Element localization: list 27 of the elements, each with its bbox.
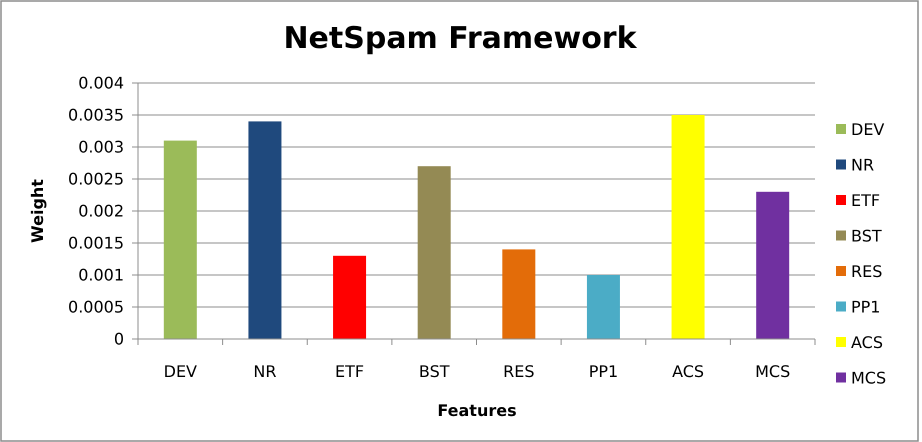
x-tick-label: ACS	[672, 362, 704, 381]
y-tick-label: 0.0025	[68, 170, 124, 189]
y-tick-label: 0	[114, 330, 124, 349]
y-tick-label: 0.0035	[68, 106, 124, 125]
legend-label: DEV	[851, 120, 884, 139]
x-tick-label: NR	[253, 362, 276, 381]
x-tick-label: ETF	[335, 362, 364, 381]
y-tick-label: 0.0005	[68, 298, 124, 317]
x-axis-title: Features	[437, 401, 517, 420]
y-tick-label: 0.002	[78, 202, 124, 221]
x-tick-label: PP1	[588, 362, 618, 381]
x-tick-label: DEV	[164, 362, 198, 381]
legend-label: ACS	[851, 333, 883, 352]
y-axis-title: Weight	[28, 178, 47, 243]
legend-label: NR	[851, 156, 874, 174]
y-tick-label: 0.0015	[68, 234, 124, 253]
x-tick-label: MCS	[755, 362, 790, 381]
x-tick-label: RES	[503, 362, 535, 381]
chart-title: NetSpam Framework	[283, 21, 638, 56]
y-tick-label: 0.003	[78, 138, 124, 157]
legend-label: ETF	[851, 191, 880, 210]
legend-label: PP1	[851, 298, 880, 316]
legend-label: BST	[851, 226, 882, 246]
y-tick-label: 0.004	[78, 74, 124, 93]
x-tick-label: BST	[418, 362, 450, 381]
y-tick-label: 0.001	[78, 266, 124, 285]
legend-label: RES	[851, 262, 882, 281]
